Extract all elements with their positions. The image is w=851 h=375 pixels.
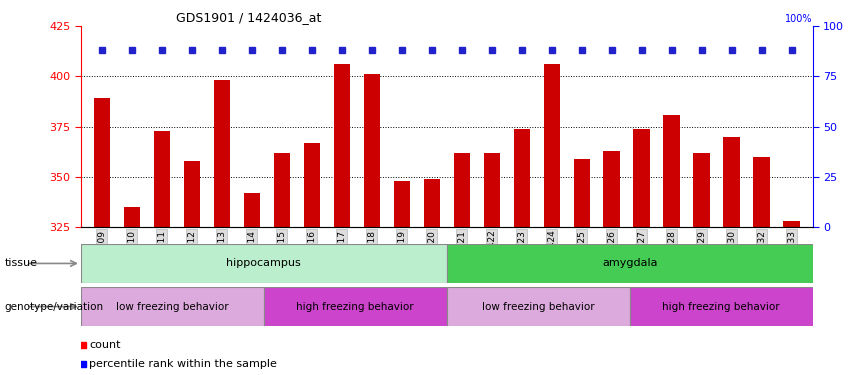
Text: low freezing behavior: low freezing behavior	[482, 302, 595, 312]
Bar	[574, 159, 590, 227]
Bar	[273, 153, 290, 227]
Bar	[784, 221, 800, 227]
Text: low freezing behavior: low freezing behavior	[116, 302, 229, 312]
Bar	[363, 74, 380, 227]
Bar	[630, 287, 813, 326]
Text: amygdala: amygdala	[602, 258, 658, 268]
Bar	[723, 136, 740, 227]
Bar	[94, 99, 110, 227]
Bar	[243, 193, 260, 227]
Bar	[153, 130, 170, 227]
Text: 100%: 100%	[785, 14, 813, 24]
Bar	[544, 64, 560, 227]
Bar	[753, 157, 770, 227]
Bar	[633, 129, 650, 227]
Text: hippocampus: hippocampus	[226, 258, 301, 268]
Bar	[694, 153, 710, 227]
Bar	[304, 142, 320, 227]
Bar	[424, 179, 440, 227]
Bar	[483, 153, 500, 227]
Bar	[264, 287, 447, 326]
Bar	[123, 207, 140, 227]
Bar	[513, 129, 530, 227]
Bar	[603, 151, 620, 227]
Bar	[81, 244, 447, 283]
Bar	[393, 181, 410, 227]
Bar	[447, 287, 630, 326]
Bar	[447, 244, 813, 283]
Bar	[184, 160, 200, 227]
Bar	[81, 287, 264, 326]
Text: percentile rank within the sample: percentile rank within the sample	[89, 359, 277, 369]
Text: GDS1901 / 1424036_at: GDS1901 / 1424036_at	[176, 11, 322, 24]
Text: tissue: tissue	[4, 258, 37, 268]
Bar	[664, 114, 680, 227]
Text: count: count	[89, 340, 121, 350]
Text: genotype/variation: genotype/variation	[4, 302, 103, 312]
Bar	[454, 153, 470, 227]
Bar	[334, 64, 350, 227]
Text: high freezing behavior: high freezing behavior	[662, 302, 780, 312]
Text: high freezing behavior: high freezing behavior	[296, 302, 414, 312]
Bar	[214, 80, 230, 227]
